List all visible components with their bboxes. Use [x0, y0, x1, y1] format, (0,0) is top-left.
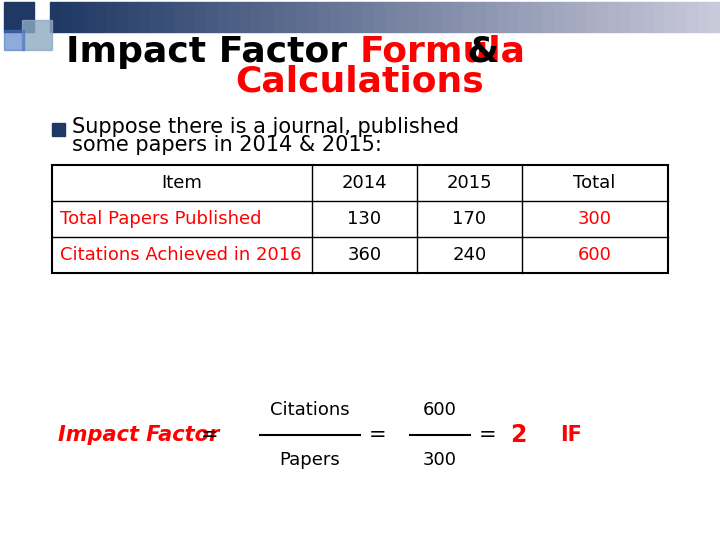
Text: =: = [369, 425, 387, 445]
Bar [675, 2, 686, 32]
Bar [94, 2, 106, 32]
Text: 2: 2 [510, 423, 526, 447]
Bar [52, 165, 668, 273]
Bar [497, 2, 508, 32]
Text: =: = [480, 425, 497, 445]
Bar [586, 2, 597, 32]
Text: Item: Item [161, 174, 202, 192]
Bar [575, 2, 586, 32]
Bar [508, 2, 519, 32]
Bar [463, 2, 474, 32]
Text: some papers in 2014 & 2015:: some papers in 2014 & 2015: [72, 135, 382, 155]
Bar [708, 2, 720, 32]
Text: 170: 170 [452, 210, 487, 228]
Bar [84, 2, 94, 32]
Bar [274, 2, 284, 32]
Text: 2014: 2014 [342, 174, 387, 192]
Bar [653, 2, 664, 32]
Bar [408, 2, 418, 32]
Bar [664, 2, 675, 32]
Text: IF: IF [560, 425, 582, 445]
Bar [430, 2, 441, 32]
Bar [552, 2, 564, 32]
Bar [150, 2, 162, 32]
Bar [229, 2, 240, 32]
Bar [341, 2, 351, 32]
Bar [4, 2, 34, 32]
Text: Papers: Papers [279, 451, 341, 469]
Text: 360: 360 [348, 246, 382, 264]
Bar [61, 2, 72, 32]
Bar [396, 2, 408, 32]
Bar [597, 2, 608, 32]
Bar [564, 2, 575, 32]
Text: Impact Factor: Impact Factor [58, 425, 220, 445]
Bar [162, 2, 173, 32]
Bar [686, 2, 698, 32]
Bar [318, 2, 329, 32]
Bar [363, 2, 374, 32]
Bar [217, 2, 229, 32]
Bar [22, 20, 52, 50]
Bar [631, 2, 642, 32]
Bar [184, 2, 195, 32]
Text: Citations: Citations [270, 401, 350, 419]
Bar [329, 2, 341, 32]
Bar [474, 2, 485, 32]
Bar [50, 2, 61, 32]
Text: Calculations: Calculations [235, 65, 485, 99]
Text: 130: 130 [348, 210, 382, 228]
Bar [307, 2, 318, 32]
Text: Total: Total [573, 174, 616, 192]
Bar [374, 2, 385, 32]
Text: =: = [201, 425, 219, 445]
Bar [385, 2, 396, 32]
Bar [262, 2, 274, 32]
Text: 300: 300 [577, 210, 611, 228]
Bar [251, 2, 262, 32]
Bar [296, 2, 307, 32]
Text: Formula: Formula [360, 35, 526, 69]
Text: Total Papers Published: Total Papers Published [60, 210, 261, 228]
Bar [608, 2, 619, 32]
Bar [173, 2, 184, 32]
Bar [240, 2, 251, 32]
Bar [128, 2, 140, 32]
Bar [698, 2, 708, 32]
Bar [519, 2, 530, 32]
Text: 2015: 2015 [446, 174, 492, 192]
Text: 600: 600 [577, 246, 611, 264]
Bar [485, 2, 497, 32]
Bar [52, 123, 65, 136]
Bar [72, 2, 84, 32]
Bar [642, 2, 653, 32]
Bar [351, 2, 363, 32]
Bar [207, 2, 217, 32]
Bar [452, 2, 463, 32]
Bar [441, 2, 452, 32]
Bar [530, 2, 541, 32]
Bar [106, 2, 117, 32]
Bar [117, 2, 128, 32]
Bar [619, 2, 631, 32]
Text: 300: 300 [423, 451, 457, 469]
Bar [418, 2, 430, 32]
Bar [140, 2, 150, 32]
Text: &: & [455, 35, 499, 69]
Text: 240: 240 [452, 246, 487, 264]
Bar [541, 2, 552, 32]
Text: 600: 600 [423, 401, 457, 419]
Bar [284, 2, 296, 32]
Text: Citations Achieved in 2016: Citations Achieved in 2016 [60, 246, 302, 264]
Bar [195, 2, 207, 32]
Bar [4, 30, 24, 50]
Text: Suppose there is a journal, published: Suppose there is a journal, published [72, 117, 459, 137]
Text: Impact Factor: Impact Factor [66, 35, 360, 69]
